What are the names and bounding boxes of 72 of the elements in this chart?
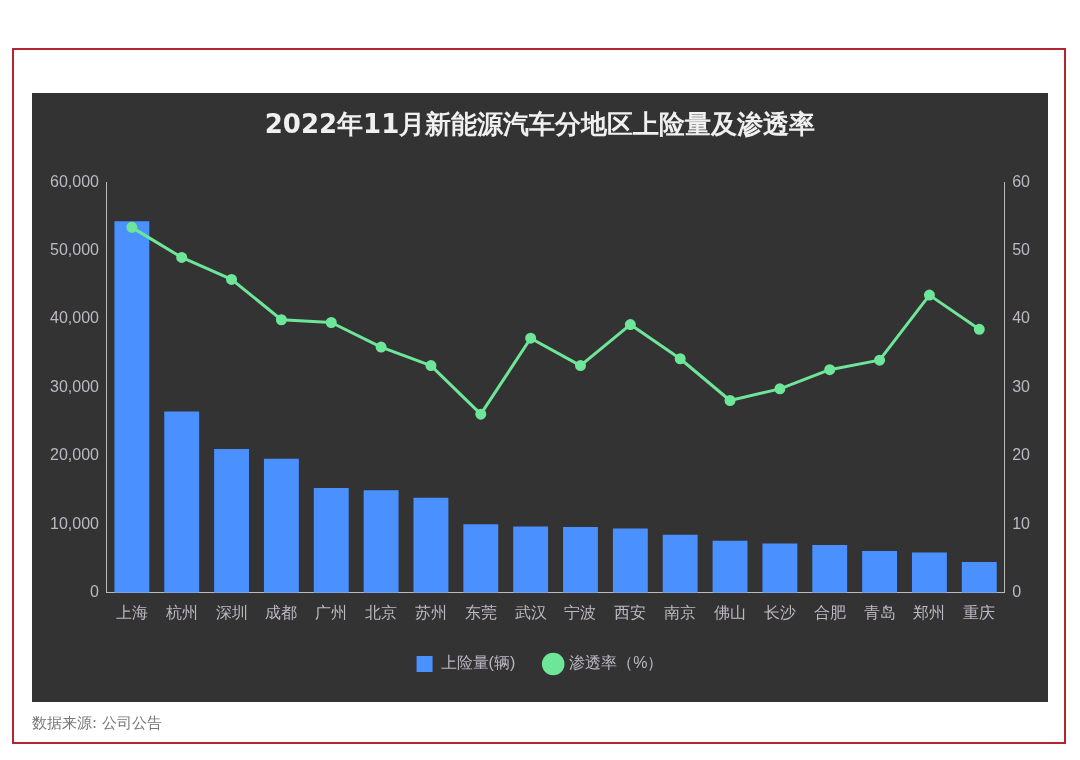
y-tick-label: 40,000 bbox=[50, 309, 100, 327]
point bbox=[325, 316, 337, 328]
point bbox=[824, 364, 836, 376]
x-tick-label: 南京 bbox=[664, 603, 697, 621]
point bbox=[375, 341, 387, 353]
bar bbox=[662, 534, 698, 593]
x-tick-label: 杭州 bbox=[164, 603, 198, 621]
x-tick-label: 重庆 bbox=[963, 603, 996, 621]
bar bbox=[214, 449, 250, 593]
legend-label: 渗透率（%） bbox=[569, 654, 664, 672]
chart-title: 2022年11月新能源汽车分地区上险量及渗透率 bbox=[264, 109, 816, 140]
x-tick-label: 合肥 bbox=[813, 603, 846, 621]
point bbox=[774, 383, 786, 395]
bar bbox=[363, 490, 399, 593]
point bbox=[475, 408, 487, 420]
y2-tick-label: 60 bbox=[1012, 172, 1031, 190]
point bbox=[624, 319, 636, 331]
bar bbox=[862, 551, 898, 593]
x-tick-label: 西安 bbox=[614, 603, 647, 621]
x-tick-label: 深圳 bbox=[215, 603, 248, 621]
bar bbox=[114, 221, 150, 593]
point bbox=[275, 314, 287, 326]
legend-label: 上险量(辆) bbox=[440, 654, 516, 672]
bar bbox=[563, 527, 598, 593]
bar bbox=[313, 488, 349, 593]
bar bbox=[911, 552, 947, 593]
point bbox=[176, 251, 188, 263]
x-tick-label: 上海 bbox=[115, 603, 148, 621]
bar bbox=[263, 458, 299, 593]
x-tick-label: 广州 bbox=[315, 603, 348, 621]
y2-tick-label: 0 bbox=[1012, 583, 1022, 601]
bar bbox=[762, 543, 798, 593]
x-tick-label: 北京 bbox=[365, 603, 398, 621]
y2-tick-label: 50 bbox=[1012, 241, 1031, 259]
point bbox=[525, 332, 537, 344]
y-tick-label: 30,000 bbox=[50, 377, 100, 395]
y-tick-label: 50,000 bbox=[50, 241, 100, 259]
x-tick-label: 成都 bbox=[265, 603, 298, 621]
x-tick-label: 青岛 bbox=[863, 603, 896, 621]
x-tick-label: 长沙 bbox=[763, 603, 796, 621]
y-tick-label: 0 bbox=[90, 583, 100, 601]
point bbox=[126, 221, 138, 233]
x-tick-label: 宁波 bbox=[564, 603, 597, 621]
bar bbox=[164, 411, 200, 593]
x-tick-label: 苏州 bbox=[414, 603, 447, 621]
bar bbox=[513, 526, 549, 593]
point bbox=[724, 395, 736, 406]
y-tick-label: 20,000 bbox=[50, 446, 100, 464]
x-tick-label: 佛山 bbox=[714, 603, 747, 621]
bar bbox=[463, 524, 499, 593]
x-tick-label: 郑州 bbox=[913, 603, 946, 621]
point bbox=[874, 354, 886, 366]
source-note: 数据来源: 公司公告 bbox=[32, 714, 162, 733]
y2-tick-label: 40 bbox=[1012, 309, 1031, 327]
y2-tick-label: 10 bbox=[1012, 514, 1031, 532]
bar bbox=[612, 528, 648, 593]
point bbox=[226, 273, 238, 285]
y2-tick-label: 20 bbox=[1012, 446, 1031, 464]
x-tick-label: 东莞 bbox=[464, 603, 497, 621]
bar bbox=[413, 497, 449, 593]
point bbox=[574, 360, 586, 372]
point bbox=[973, 323, 985, 335]
point bbox=[923, 289, 935, 301]
bar bbox=[712, 540, 748, 593]
y2-tick-label: 30 bbox=[1012, 377, 1031, 395]
y-tick-label: 10,000 bbox=[50, 514, 100, 532]
point bbox=[425, 360, 437, 372]
point bbox=[674, 353, 686, 365]
x-tick-label: 武汉 bbox=[514, 603, 547, 621]
bar bbox=[961, 562, 997, 593]
y-tick-label: 60,000 bbox=[50, 172, 100, 190]
bar bbox=[812, 544, 848, 593]
